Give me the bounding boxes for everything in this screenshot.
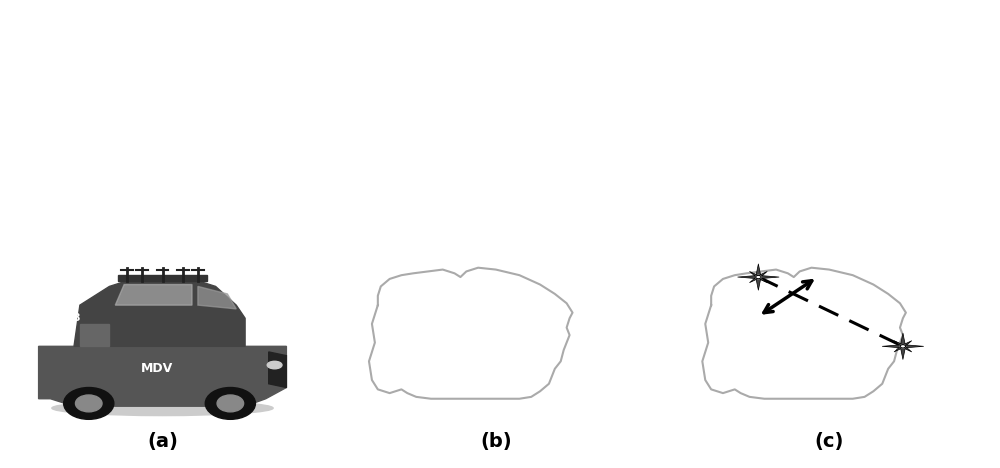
- Polygon shape: [115, 285, 192, 305]
- Polygon shape: [39, 346, 286, 406]
- Text: (c): (c): [814, 432, 844, 451]
- Circle shape: [217, 395, 244, 412]
- Text: 03: 03: [67, 313, 81, 323]
- Polygon shape: [74, 281, 245, 346]
- Polygon shape: [882, 344, 903, 348]
- Text: (b): (b): [480, 432, 512, 451]
- Ellipse shape: [52, 401, 273, 416]
- Polygon shape: [900, 346, 906, 359]
- Text: (a): (a): [147, 432, 178, 451]
- Polygon shape: [894, 341, 904, 347]
- Polygon shape: [269, 352, 286, 388]
- Polygon shape: [758, 275, 779, 279]
- Polygon shape: [80, 324, 109, 346]
- Polygon shape: [900, 333, 906, 346]
- Circle shape: [205, 388, 255, 419]
- Polygon shape: [757, 276, 767, 283]
- Ellipse shape: [267, 361, 282, 369]
- Circle shape: [75, 395, 102, 412]
- Polygon shape: [894, 345, 904, 352]
- Text: MDV: MDV: [140, 362, 173, 375]
- Polygon shape: [118, 275, 207, 281]
- Circle shape: [64, 388, 114, 419]
- Circle shape: [900, 344, 906, 348]
- Polygon shape: [903, 344, 924, 348]
- Polygon shape: [757, 271, 767, 278]
- Polygon shape: [902, 345, 912, 352]
- Polygon shape: [198, 286, 236, 309]
- Polygon shape: [750, 276, 760, 283]
- Polygon shape: [756, 264, 761, 277]
- Polygon shape: [750, 271, 760, 278]
- Polygon shape: [756, 277, 761, 290]
- Polygon shape: [738, 275, 758, 279]
- Circle shape: [756, 275, 761, 279]
- Polygon shape: [902, 341, 912, 347]
